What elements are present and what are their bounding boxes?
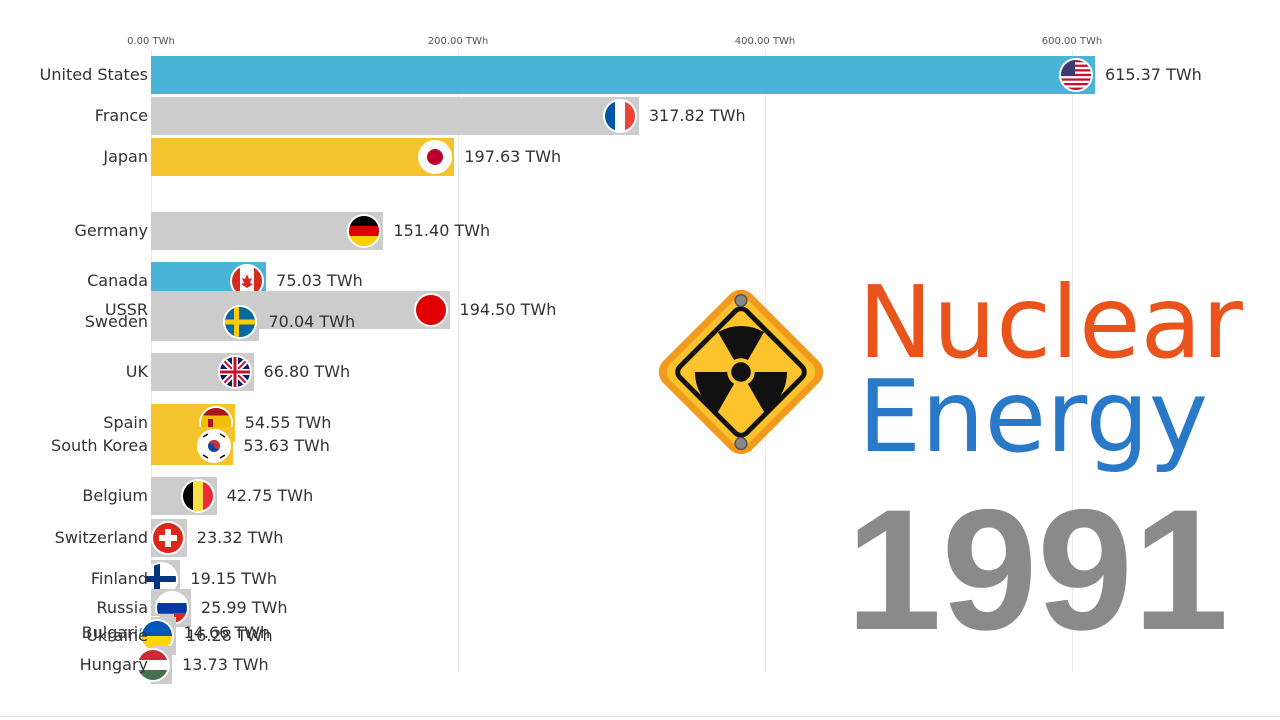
value-label: 54.55 TWh	[244, 413, 332, 432]
value-label: 151.40 TWh	[393, 221, 491, 240]
x-tick-label: 0.00 TWh	[127, 36, 175, 47]
value-label: 70.04 TWh	[268, 312, 356, 331]
value-label: 23.32 TWh	[196, 528, 284, 547]
united-states-flag-icon	[1059, 58, 1093, 92]
country-label: Bulgaria	[81, 623, 148, 642]
uk-flag-icon	[217, 355, 252, 389]
value-label: 197.63 TWh	[464, 147, 562, 166]
country-label: Germany	[74, 221, 148, 240]
gridline	[1072, 50, 1073, 672]
country-label: Spain	[103, 413, 148, 432]
value-label: 194.50 TWh	[459, 300, 557, 319]
south-korea-flag-icon	[197, 429, 232, 463]
value-label: 66.80 TWh	[263, 362, 351, 381]
country-label: Finland	[90, 569, 148, 588]
hungary-flag-icon	[136, 648, 171, 682]
country-label: Ukraine	[86, 626, 148, 645]
title-line-1: Nuclear	[858, 264, 1243, 381]
bar-united-states	[151, 56, 1095, 94]
x-tick-label: 600.00 TWh	[1041, 36, 1103, 47]
title-line-2: Energy	[858, 358, 1209, 475]
bar-france	[151, 97, 639, 135]
bar-japan	[151, 138, 455, 176]
x-tick-label: 200.00 TWh	[427, 36, 489, 47]
radiation-hazard-icon	[658, 289, 824, 455]
sweden-flag-icon	[222, 305, 257, 339]
japan-flag-icon	[418, 140, 453, 174]
value-label: 53.63 TWh	[243, 436, 330, 455]
value-label: 615.37 TWh	[1105, 65, 1202, 84]
value-label: 19.15 TWh	[190, 569, 278, 588]
germany-flag-icon	[347, 214, 382, 248]
bottom-divider	[0, 716, 1280, 717]
bar-germany	[151, 212, 384, 250]
country-label: Japan	[103, 147, 148, 166]
country-label: Canada	[87, 271, 148, 290]
ussr-flag-icon	[413, 293, 448, 327]
value-label: 317.82 TWh	[648, 106, 746, 125]
country-label: USSR	[104, 300, 148, 319]
country-label: Belgium	[82, 486, 148, 505]
country-label: France	[94, 106, 148, 125]
country-label: Sweden	[84, 312, 148, 331]
value-label: 42.75 TWh	[226, 486, 314, 505]
gridline	[458, 50, 459, 672]
switzerland-flag-icon	[150, 521, 185, 555]
country-label: UK	[125, 362, 148, 381]
france-flag-icon	[602, 99, 637, 133]
value-label: 16.28 TWh	[185, 626, 273, 645]
x-tick-label: 400.00 TWh	[734, 36, 796, 47]
belgium-flag-icon	[180, 479, 215, 513]
country-label: Hungary	[79, 655, 148, 674]
country-label: United States	[39, 65, 148, 84]
value-label: 13.73 TWh	[182, 655, 269, 674]
country-label: South Korea	[51, 436, 148, 455]
country-label: Switzerland	[54, 528, 148, 547]
value-label: 75.03 TWh	[276, 271, 363, 290]
value-label: 25.99 TWh	[200, 598, 288, 617]
value-label: 14.66 TWh	[183, 623, 271, 642]
country-label: Russia	[96, 598, 148, 617]
year-label: 1991	[846, 474, 1229, 666]
